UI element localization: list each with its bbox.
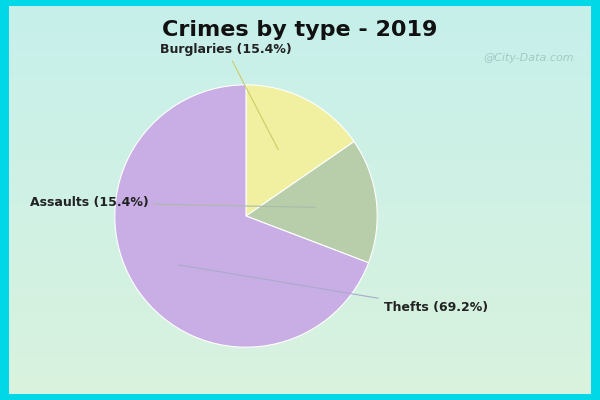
Wedge shape bbox=[246, 85, 354, 216]
Wedge shape bbox=[246, 142, 377, 263]
Text: Crimes by type - 2019: Crimes by type - 2019 bbox=[163, 20, 437, 40]
Wedge shape bbox=[115, 85, 368, 347]
Text: Thefts (69.2%): Thefts (69.2%) bbox=[179, 265, 488, 314]
Text: @City-Data.com: @City-Data.com bbox=[483, 52, 574, 62]
Text: Assaults (15.4%): Assaults (15.4%) bbox=[29, 196, 315, 209]
Text: Burglaries (15.4%): Burglaries (15.4%) bbox=[160, 43, 292, 150]
